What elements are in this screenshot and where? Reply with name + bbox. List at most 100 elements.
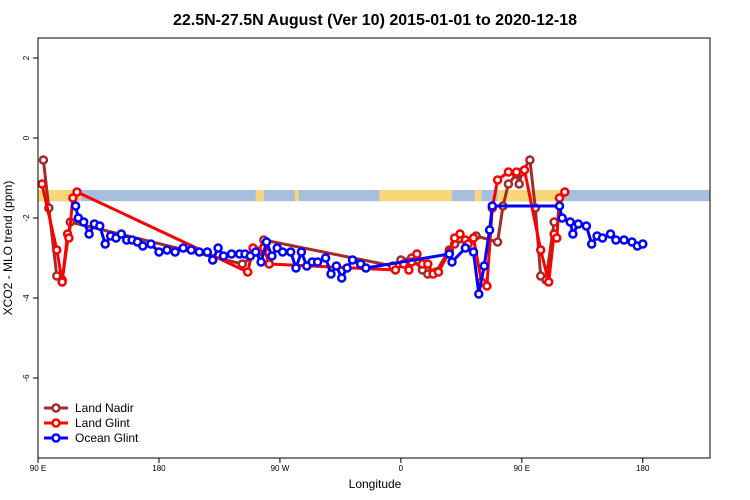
legend-label: Ocean Glint bbox=[75, 431, 139, 445]
data-point-ocean-glint bbox=[484, 225, 495, 235]
data-point-ocean-glint bbox=[573, 219, 584, 229]
data-point-land-nadir bbox=[38, 155, 49, 165]
data-point-ocean-glint bbox=[178, 243, 188, 253]
data-point-ocean-glint bbox=[554, 201, 565, 211]
strip-land-segment bbox=[294, 190, 299, 202]
data-point-ocean-glint bbox=[619, 235, 629, 245]
data-point-ocean-glint bbox=[611, 235, 621, 245]
strip-land-segment bbox=[379, 190, 452, 202]
data-point-ocean-glint bbox=[202, 247, 213, 257]
legend-item-ocean-glint: Ocean Glint bbox=[44, 431, 139, 445]
data-point-ocean-glint bbox=[207, 255, 218, 265]
plot-frame bbox=[37, 37, 711, 459]
data-point-land-glint bbox=[543, 277, 554, 287]
data-point-ocean-glint bbox=[100, 239, 110, 249]
y-tick-label: -6 bbox=[22, 374, 31, 382]
land-sea-strip bbox=[38, 190, 710, 202]
legend-item-land-glint: Land Glint bbox=[44, 416, 130, 430]
data-point-land-glint bbox=[560, 187, 570, 197]
data-point-ocean-glint bbox=[291, 263, 301, 273]
data-point-land-glint bbox=[68, 193, 78, 203]
data-point-ocean-glint bbox=[162, 245, 172, 255]
chart-title: 22.5N-27.5N August (Ver 10) 2015-01-01 t… bbox=[173, 12, 577, 29]
strip-ocean bbox=[38, 190, 710, 202]
legend-label: Land Glint bbox=[75, 416, 130, 430]
data-point-land-glint bbox=[492, 175, 503, 185]
data-point-land-glint bbox=[433, 267, 444, 277]
data-point-land-glint bbox=[64, 233, 74, 243]
data-point-ocean-glint bbox=[285, 247, 296, 257]
data-point-ocean-glint bbox=[326, 269, 336, 279]
data-point-land-glint bbox=[482, 281, 492, 291]
data-point-land-nadir bbox=[492, 237, 503, 247]
data-point-ocean-glint bbox=[474, 289, 484, 299]
data-point-ocean-glint bbox=[638, 239, 648, 249]
x-tick-label: 0 bbox=[399, 464, 404, 473]
x-axis-label: Longitude bbox=[349, 477, 402, 491]
data-point-land-glint bbox=[404, 265, 414, 275]
x-tick-label: 180 bbox=[636, 464, 650, 473]
strip-land-segment bbox=[255, 190, 264, 202]
data-point-ocean-glint bbox=[296, 247, 307, 257]
data-point-land-nadir bbox=[525, 155, 535, 165]
x-tick-label: 90 E bbox=[514, 464, 530, 473]
data-point-ocean-glint bbox=[479, 261, 489, 271]
data-point-ocean-glint bbox=[581, 221, 592, 231]
data-point-ocean-glint bbox=[256, 257, 266, 267]
legend-swatch-marker bbox=[51, 433, 61, 443]
data-point-ocean-glint bbox=[361, 263, 371, 273]
data-point-ocean-glint bbox=[146, 239, 156, 249]
x-axis: 90 E 180 90 W 0 90 E 180 bbox=[30, 458, 650, 473]
data-point-land-glint bbox=[552, 233, 562, 243]
data-point-ocean-glint bbox=[186, 245, 196, 255]
y-axis: 2 0 -2 -4 -6 bbox=[22, 55, 38, 382]
x-tick-label: 180 bbox=[152, 464, 166, 473]
data-point-ocean-glint bbox=[460, 243, 471, 253]
data-point-land-glint bbox=[390, 265, 401, 275]
data-point-ocean-glint bbox=[444, 249, 455, 259]
data-point-land-glint bbox=[52, 245, 62, 255]
data-point-ocean-glint bbox=[312, 257, 323, 267]
data-point-ocean-glint bbox=[331, 261, 342, 271]
y-tick-label: -2 bbox=[22, 214, 31, 222]
data-point-land-glint bbox=[264, 259, 274, 269]
data-point-ocean-glint bbox=[154, 247, 164, 257]
data-point-land-glint bbox=[468, 233, 479, 243]
data-point-ocean-glint bbox=[170, 247, 180, 257]
series-layer bbox=[37, 155, 648, 299]
data-point-land-nadir bbox=[503, 179, 514, 189]
data-point-land-glint bbox=[503, 167, 514, 177]
data-point-ocean-glint bbox=[557, 213, 567, 223]
x-tick-label: 90 E bbox=[30, 464, 46, 473]
y-tick-label: -4 bbox=[22, 294, 31, 302]
data-point-ocean-glint bbox=[597, 233, 608, 243]
data-point-ocean-glint bbox=[347, 255, 358, 265]
data-point-ocean-glint bbox=[336, 273, 347, 283]
y-tick-label: 2 bbox=[22, 55, 31, 60]
data-point-ocean-glint bbox=[568, 229, 578, 239]
y-axis-label: XCO2 - MLO trend (ppm) bbox=[1, 181, 15, 316]
legend-swatch-marker bbox=[51, 403, 61, 413]
data-point-ocean-glint bbox=[586, 239, 597, 249]
data-point-ocean-glint bbox=[565, 217, 575, 227]
data-point-land-glint bbox=[535, 245, 546, 255]
data-point-ocean-glint bbox=[261, 237, 272, 247]
data-point-ocean-glint bbox=[320, 253, 331, 263]
x-tick-label: 90 W bbox=[271, 464, 290, 473]
data-point-land-glint bbox=[72, 187, 82, 197]
data-point-land-glint bbox=[455, 229, 465, 239]
data-point-ocean-glint bbox=[226, 249, 237, 259]
data-point-ocean-glint bbox=[194, 247, 205, 257]
data-point-land-glint bbox=[519, 165, 530, 175]
legend-swatch-marker bbox=[51, 418, 61, 428]
series-ocean-glint bbox=[70, 201, 648, 299]
data-point-land-glint bbox=[511, 167, 522, 177]
data-point-ocean-glint bbox=[267, 251, 277, 261]
data-point-ocean-glint bbox=[250, 247, 261, 257]
data-point-ocean-glint bbox=[218, 251, 229, 261]
data-point-ocean-glint bbox=[342, 263, 352, 273]
strip-land-segment bbox=[474, 190, 482, 202]
